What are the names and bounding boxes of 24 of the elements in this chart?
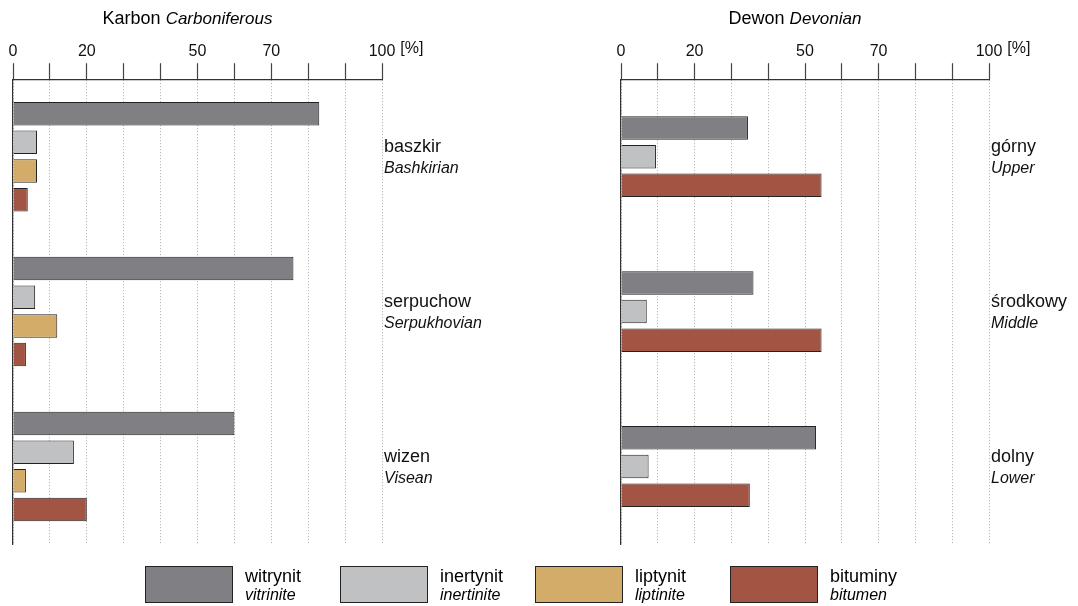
x-tick-label: 0 (8, 42, 18, 60)
y-tick-label: baszkir Bashkirian (384, 135, 459, 177)
y-tick-label: serpuchow Serpukhovian (384, 290, 482, 332)
legend-label: inertynit inertinite (440, 566, 504, 603)
x-tick-label: 70 (262, 42, 281, 60)
x-tick-label: 50 (796, 42, 814, 60)
x-axis-title: [%] (400, 39, 424, 57)
x-tick-label: 100 (368, 42, 396, 60)
chart-title: Dewon Devonian (728, 8, 862, 28)
y-tick-label: środkowy Middle (991, 290, 1068, 332)
y-tick-label: wizen Visean (383, 445, 433, 486)
legend-label: witrynit vitrinite (245, 566, 302, 603)
x-tick-label: 20 (77, 42, 96, 60)
x-tick-label: 0 (616, 42, 626, 60)
x-tick-label: 50 (188, 42, 207, 60)
y-tick-label: dolny Lower (991, 445, 1036, 486)
chart-title: Karbon Carboniferous (102, 8, 273, 28)
x-axis-title: [%] (1007, 39, 1031, 57)
legend-label: bituminy bitumen (830, 566, 898, 603)
legend-label: liptynit liptinite (635, 566, 687, 603)
x-tick-label: 20 (685, 42, 704, 60)
x-tick-label: 70 (869, 42, 888, 60)
x-tick-label: 100 (975, 42, 1003, 60)
y-tick-label: górny Upper (991, 135, 1037, 177)
